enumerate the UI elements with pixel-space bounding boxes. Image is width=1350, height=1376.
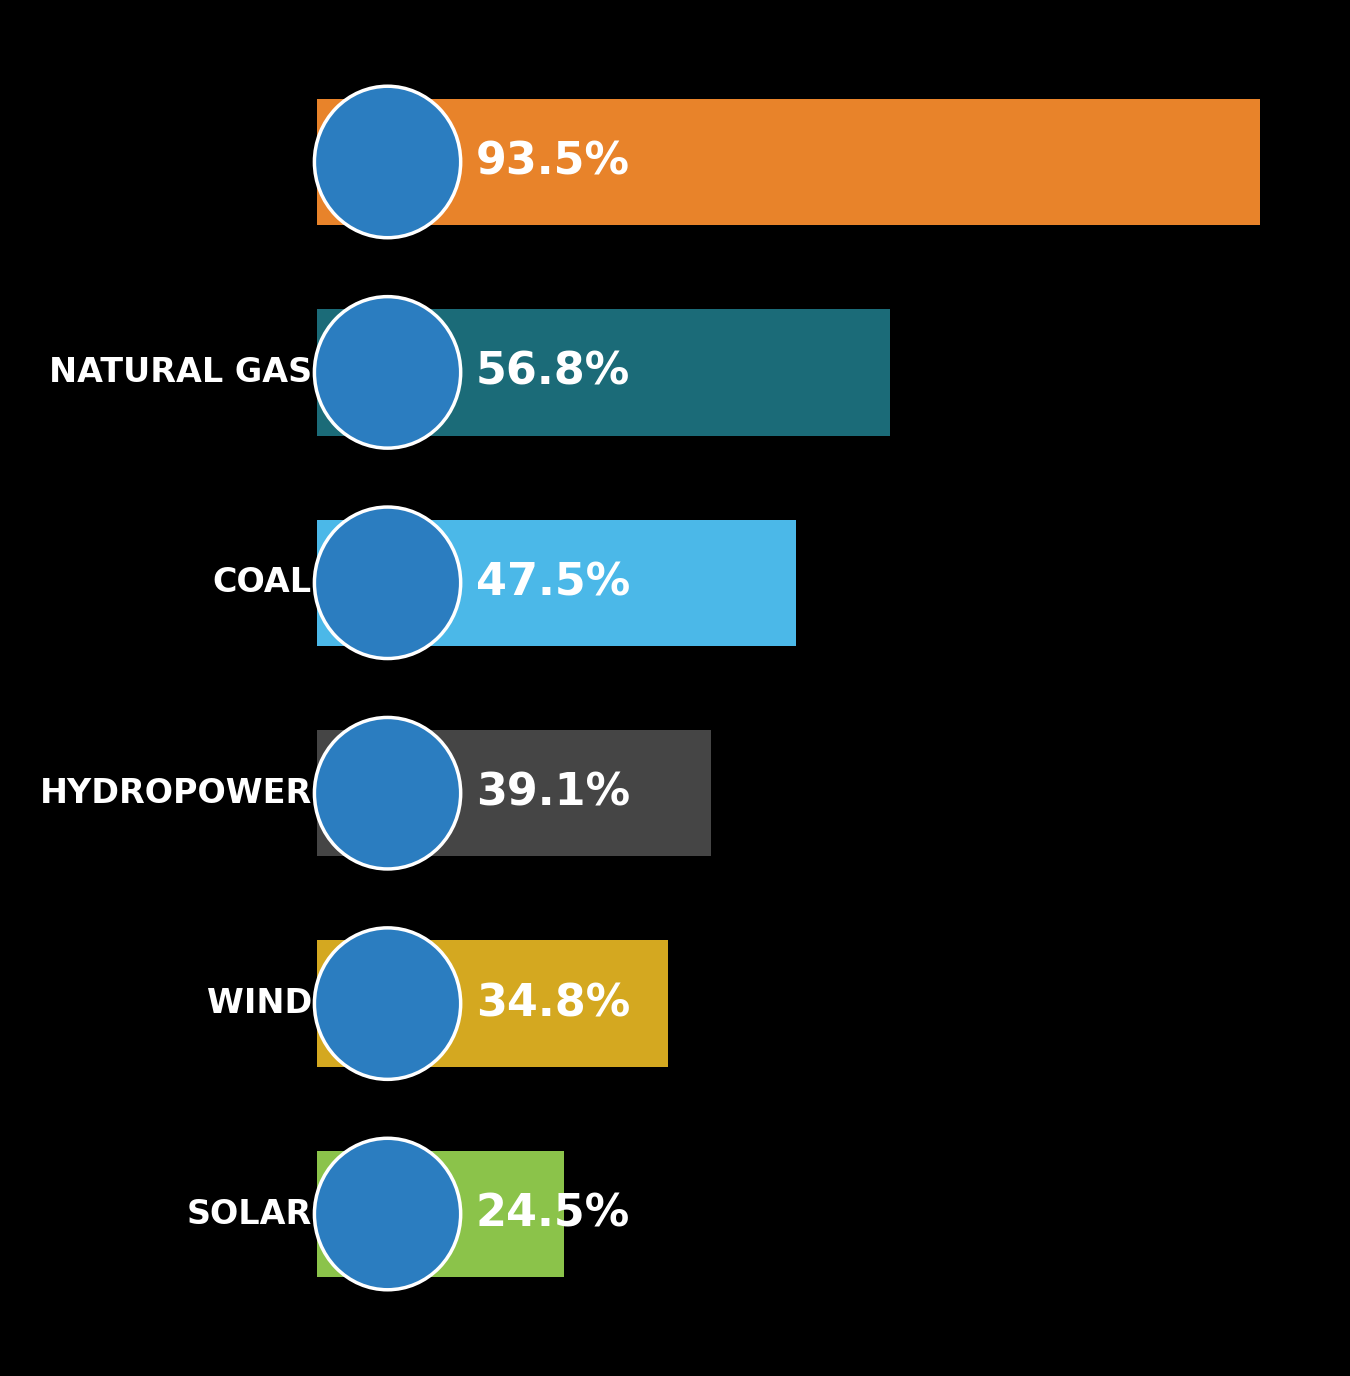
FancyBboxPatch shape (317, 310, 890, 436)
Text: WIND: WIND (207, 987, 312, 1020)
Text: SOLAR: SOLAR (186, 1197, 312, 1230)
Ellipse shape (315, 717, 460, 870)
Text: HYDROPOWER: HYDROPOWER (39, 776, 312, 809)
Text: 34.8%: 34.8% (475, 982, 630, 1025)
Ellipse shape (315, 1138, 460, 1289)
FancyBboxPatch shape (317, 520, 796, 645)
FancyBboxPatch shape (317, 1150, 564, 1277)
FancyBboxPatch shape (317, 99, 1260, 226)
Text: NATURAL GAS: NATURAL GAS (49, 356, 312, 389)
FancyBboxPatch shape (317, 731, 711, 856)
FancyBboxPatch shape (317, 940, 668, 1066)
Text: COAL: COAL (213, 567, 312, 600)
Ellipse shape (315, 297, 460, 449)
Ellipse shape (315, 506, 460, 659)
Text: 47.5%: 47.5% (475, 561, 630, 604)
Ellipse shape (315, 927, 460, 1079)
Text: 56.8%: 56.8% (475, 351, 630, 394)
Text: 24.5%: 24.5% (475, 1193, 630, 1236)
Text: 39.1%: 39.1% (475, 772, 630, 815)
Text: 93.5%: 93.5% (475, 140, 630, 183)
Ellipse shape (315, 87, 460, 238)
